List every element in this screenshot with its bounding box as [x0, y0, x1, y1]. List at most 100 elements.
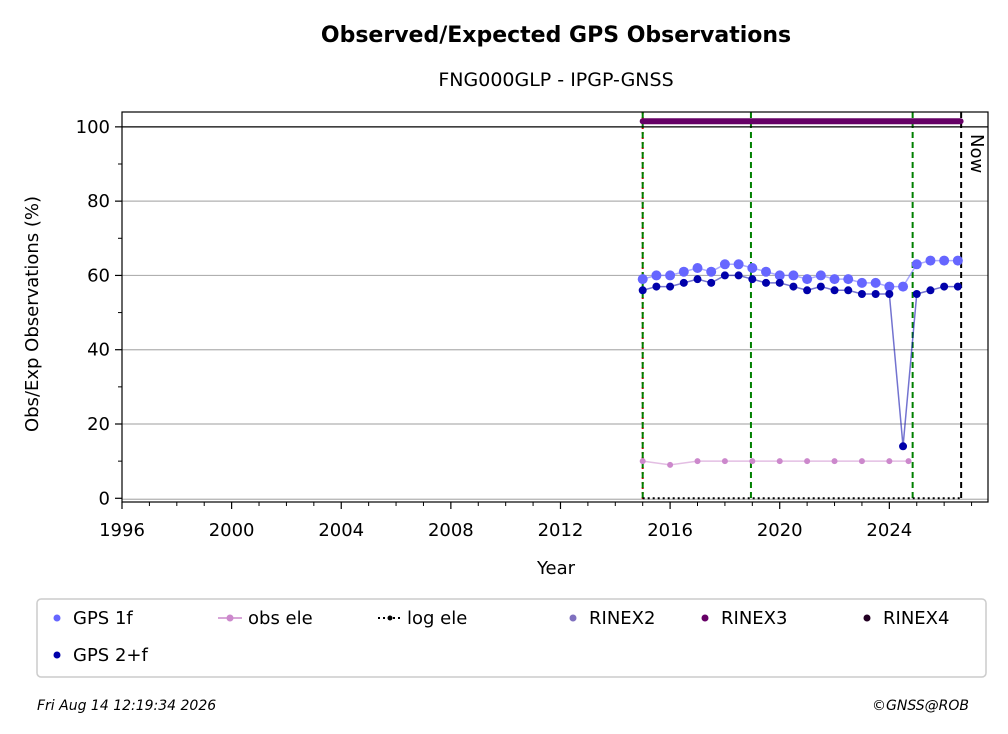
y-tick-label: 20: [87, 414, 110, 435]
x-tick-label: 2024: [866, 520, 912, 541]
gps-2f-point: [912, 290, 921, 298]
legend-label: RINEX3: [721, 608, 787, 629]
legend-marker: [53, 614, 61, 622]
gps-2f-point: [707, 278, 716, 287]
gps-1f-point: [802, 274, 813, 285]
gps-2f-point: [940, 282, 949, 291]
gps-1f-point: [665, 270, 676, 281]
gps-2f-point: [652, 282, 661, 291]
legend-label: GPS 2+f: [73, 645, 148, 666]
data-series: [637, 118, 964, 500]
gps-1f-point: [829, 274, 840, 285]
gps-1f-point: [815, 270, 826, 281]
gps-2f-point: [871, 290, 880, 298]
gps-1f-point: [747, 263, 758, 273]
gps-2f-point: [857, 290, 866, 298]
obs-ele-point: [694, 458, 701, 465]
obs-ele-point: [667, 461, 674, 468]
obs-ele-point: [721, 458, 728, 465]
obs-ele-point: [905, 458, 912, 465]
obs-ele-point: [831, 458, 838, 465]
gps-2f-point: [734, 271, 743, 280]
legend-obs-ele-marker: [226, 614, 234, 622]
obs-ele-point: [639, 458, 646, 465]
gps-2f-point: [693, 275, 702, 284]
grid-lines: [122, 200, 988, 500]
legend: GPS 1f obs ele log ele RINEX2 RINEX3 RINEX4 GP…: [53, 608, 949, 666]
gps-2f-point: [844, 286, 853, 295]
plot-frame: [121, 111, 989, 503]
gps-1f-line: [642, 259, 958, 288]
gps-2f-point: [638, 286, 647, 295]
obs-ele-line: [642, 460, 909, 466]
y-tick-label: 40: [87, 340, 110, 361]
legend-label: log ele: [407, 608, 467, 629]
y-tick-label: 0: [99, 488, 110, 509]
x-tick-label: 2012: [538, 520, 584, 541]
gps-1f-point: [911, 259, 922, 270]
gps-2f-point: [830, 286, 839, 295]
gps-2f-point: [748, 275, 757, 284]
x-axis-label: Year: [536, 558, 576, 579]
x-tick-label: 2008: [428, 520, 474, 541]
footer-timestamp: Fri Aug 14 12:19:34 2026: [37, 698, 216, 714]
event-lines: Now: [641, 112, 987, 502]
now-label: Now: [966, 134, 987, 173]
gps-1f-point: [898, 281, 909, 292]
gps-1f-point: [692, 263, 703, 273]
gps-1f-point: [706, 266, 717, 277]
gps-2f-point: [666, 282, 675, 291]
x-tick-label: 1996: [99, 520, 145, 541]
y-tick-label: 100: [76, 117, 110, 138]
obs-ele-point: [886, 458, 893, 465]
gps-1f-point: [761, 266, 772, 277]
chart-title: Observed/Expected GPS Observations: [321, 23, 791, 48]
gps-2f-point: [926, 286, 935, 295]
gps-2f-point: [775, 278, 784, 287]
gps-2f-line: [642, 274, 958, 447]
gps-1f-point: [856, 277, 867, 288]
gps-1f-point: [788, 270, 799, 281]
gps-2f-point: [816, 282, 825, 291]
legend-marker: [569, 614, 577, 622]
gps-1f-point: [678, 266, 689, 277]
legend-marker: [53, 651, 61, 659]
gps-1f-point: [952, 255, 963, 266]
gps-1f-point: [884, 281, 895, 292]
axis-ticks: 0 20 40 60 80 100 1996 2000 2004 2008 2012 2016 2020…: [76, 117, 973, 541]
x-tick-label: 2000: [209, 520, 255, 541]
gps-1f-point: [651, 270, 662, 281]
footer-credit: ©GNSS@ROB: [872, 698, 969, 714]
gps-2f-point: [789, 282, 798, 291]
gps-1f-point: [719, 259, 730, 270]
obs-ele-point: [858, 458, 865, 465]
gps-1f-point: [774, 270, 785, 281]
chart-subtitle: FNG000GLP - IPGP-GNSS: [438, 69, 673, 91]
y-axis-label: Obs/Exp Observations (%): [22, 196, 43, 432]
legend-log-ele-marker: [387, 615, 393, 621]
gps-1f-point: [939, 255, 950, 266]
legend-box: [36, 598, 987, 678]
obs-ele-point: [749, 458, 756, 465]
obs-ele-point: [776, 458, 783, 465]
gps-2f-point: [885, 290, 894, 298]
gps-1f-point: [925, 255, 936, 266]
legend-label: GPS 1f: [73, 608, 133, 629]
y-tick-label: 60: [87, 265, 110, 286]
x-tick-label: 2020: [757, 520, 803, 541]
gps-1f-point: [637, 274, 648, 285]
gps-2f-point: [953, 282, 962, 291]
gps-2f-point: [720, 271, 729, 280]
legend-marker: [701, 614, 709, 622]
legend-label: obs ele: [248, 608, 313, 629]
legend-marker: [863, 614, 871, 622]
x-tick-label: 2004: [318, 520, 364, 541]
gps-1f-point: [733, 259, 744, 270]
gps-1f-point: [870, 277, 881, 288]
gps-2f-point: [899, 442, 908, 451]
legend-label: RINEX4: [883, 608, 949, 629]
gps-1f-point: [843, 274, 854, 285]
gps-2f-point: [679, 278, 688, 287]
legend-label: RINEX2: [589, 608, 655, 629]
